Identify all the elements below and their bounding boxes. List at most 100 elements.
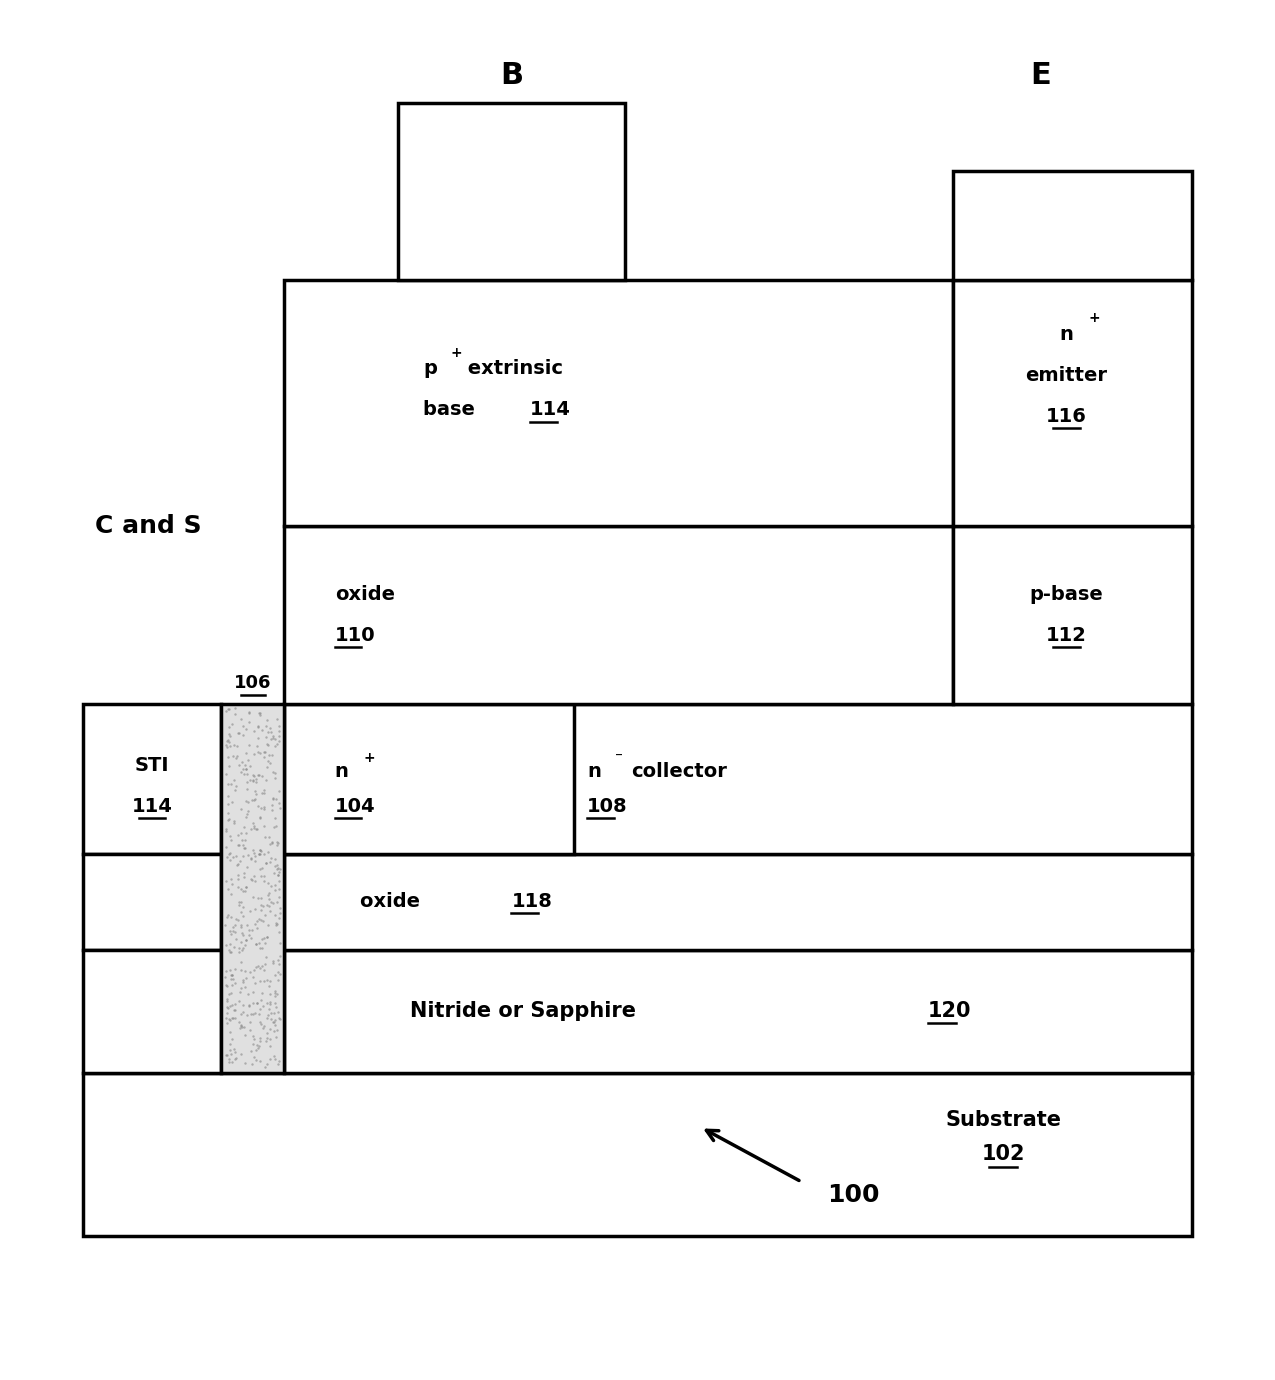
Point [241,868,261,890]
Point [236,876,256,898]
Point [258,722,278,744]
Point [260,1028,280,1050]
Point [266,858,287,880]
Point [226,908,246,930]
Point [244,789,264,811]
Point [260,1047,280,1070]
Point [237,983,258,1005]
Point [242,869,263,891]
Point [265,736,286,758]
Point [266,834,287,856]
Point [255,1029,275,1052]
Point [240,1018,260,1041]
Text: 102: 102 [982,1144,1025,1165]
Point [251,857,272,879]
Bar [83,1072,1192,1236]
Point [249,908,269,930]
Point [254,1014,274,1036]
Point [266,890,287,912]
Point [217,988,237,1010]
Bar [83,854,222,949]
Point [242,769,263,791]
Point [233,879,254,901]
Point [230,981,250,1003]
Point [254,843,274,865]
Point [217,1045,237,1067]
Text: n: n [335,763,348,781]
Point [236,929,256,951]
Point [259,889,279,911]
Point [244,966,264,988]
Point [215,915,236,937]
Point [244,842,264,864]
Point [268,954,288,976]
Point [228,824,249,846]
Point [236,806,256,828]
Point [268,1053,288,1075]
Point [217,1002,237,1024]
Point [224,734,245,756]
Point [224,994,245,1016]
Bar [284,280,952,526]
Point [261,1009,282,1031]
Point [221,907,241,929]
Point [251,719,272,741]
Point [223,916,244,938]
Point [235,880,255,903]
Point [219,1009,240,1031]
Point [219,755,240,777]
Point [242,981,263,1003]
Point [258,756,278,778]
Point [270,963,291,985]
Point [244,742,264,765]
Point [219,1007,240,1029]
Point [215,1006,236,1028]
Point [236,803,256,825]
Point [218,773,238,795]
Point [244,1025,264,1047]
Point [232,845,252,867]
Point [217,793,237,816]
Point [245,788,265,810]
Point [215,1045,236,1067]
Point [226,999,246,1021]
Point [254,782,274,805]
Text: B: B [500,61,523,90]
Point [237,845,258,867]
Point [245,1002,265,1024]
Point [221,829,241,851]
Text: 104: 104 [335,796,375,816]
Point [245,845,265,867]
Point [218,998,238,1020]
Point [250,806,270,828]
Point [224,811,245,834]
Point [221,1034,241,1056]
Point [265,788,286,810]
Point [269,901,289,923]
Bar [284,854,1192,949]
Point [250,970,270,992]
Point [247,1034,268,1056]
Point [228,894,249,916]
Point [233,861,254,883]
Point [218,904,238,926]
Point [215,871,236,893]
Point [258,1005,278,1027]
Point [263,788,283,810]
Point [268,864,288,886]
Point [268,1002,288,1024]
Point [223,846,244,868]
Point [260,727,280,749]
Point [260,983,280,1005]
Point [269,719,289,741]
Point [246,1039,266,1061]
Point [259,974,279,996]
Point [245,1049,265,1071]
Point [221,933,241,955]
Point [265,875,286,897]
Point [249,843,269,865]
Point [251,988,272,1010]
Point [232,1017,252,1039]
Point [217,763,237,785]
Point [230,850,250,872]
